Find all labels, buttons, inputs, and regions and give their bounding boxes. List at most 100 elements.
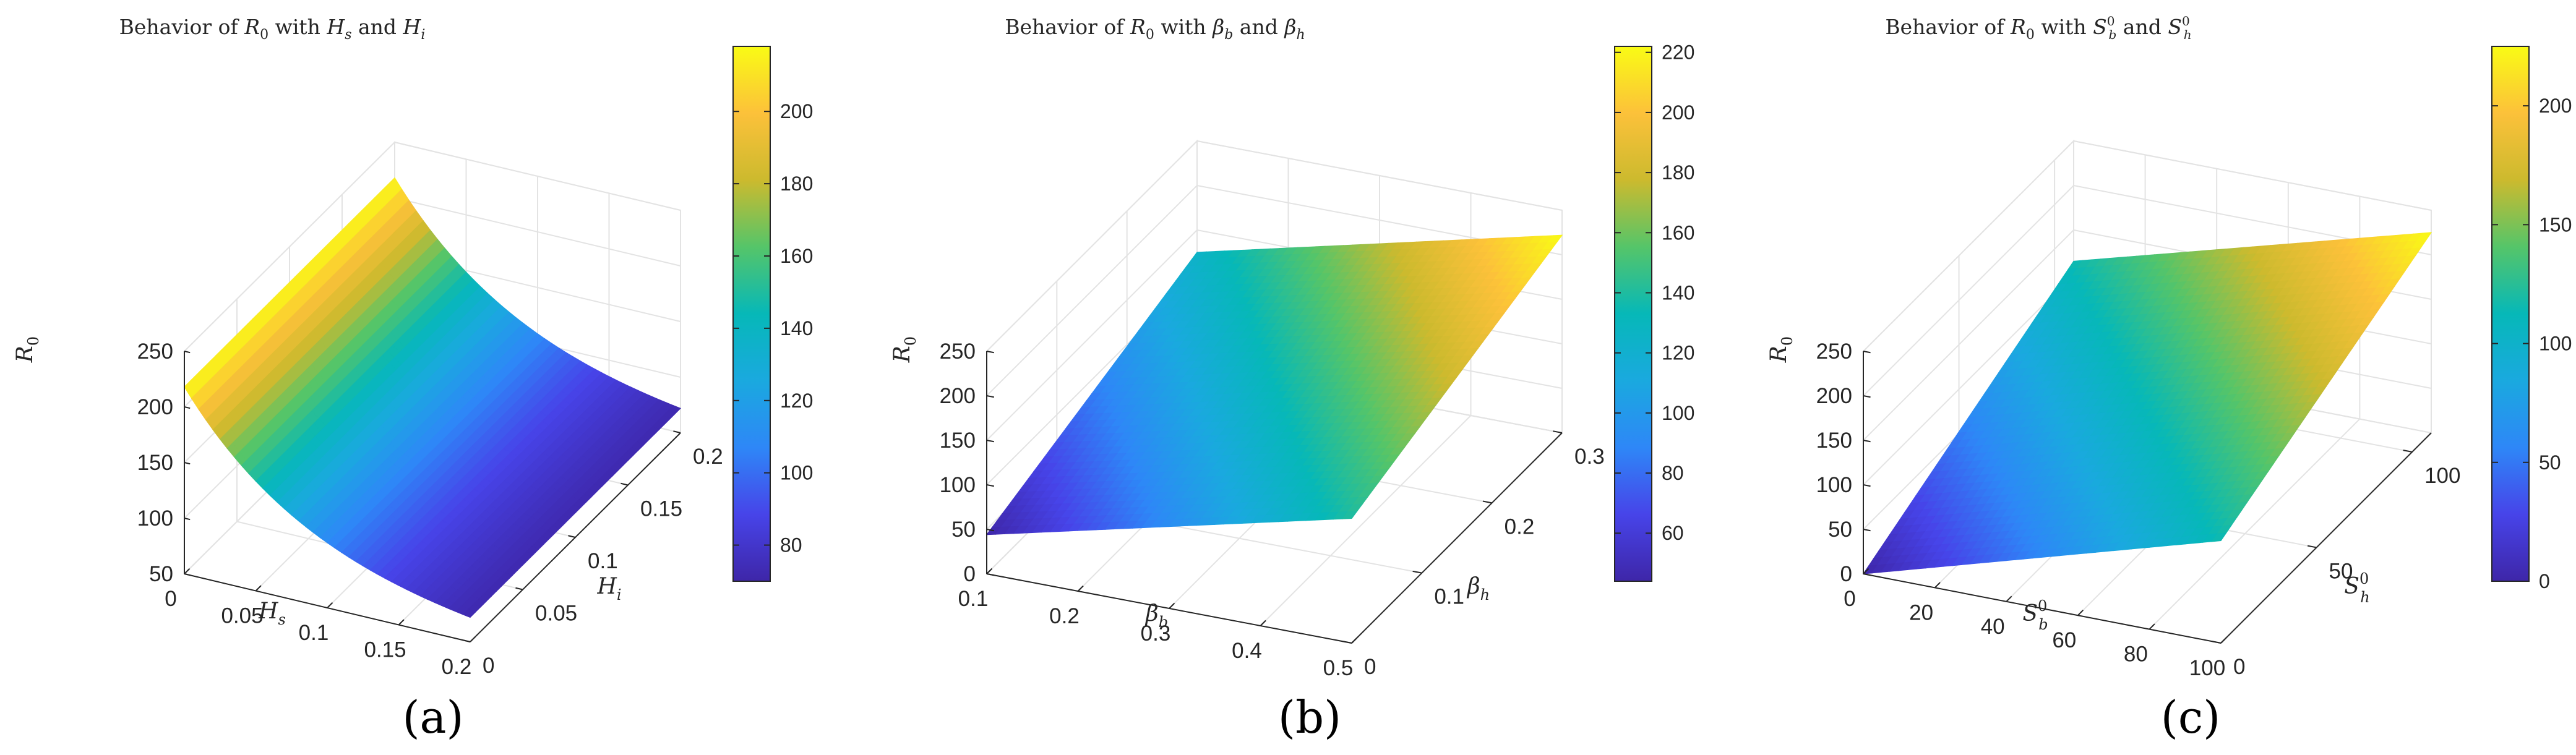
y-axis-label-subscript: h [1480, 586, 1490, 604]
x-tick-label: 80 [2124, 642, 2148, 667]
surface [985, 234, 1563, 535]
colorbar: 60 80 100 120 140 160 180 200 220 [1614, 41, 1694, 582]
title-part: with [268, 15, 327, 39]
y-axis-label-subscript: h [2360, 589, 2369, 606]
x-tick-label: 0.2 [442, 655, 472, 679]
x-axis-label-subscript: b [2038, 616, 2048, 633]
z-axis-label-subscript: 0 [25, 336, 42, 346]
panel-a-chart: 00.050.10.150.2 00.050.10.150.25010015020… [12, 15, 813, 679]
title-part: H [326, 15, 345, 39]
y-axis-label-symbol: S [2344, 574, 2359, 599]
x-axis-label: S0 b [2022, 597, 2048, 633]
y-tick-label: 0.2 [1505, 514, 1535, 539]
colorbar-tick-label: 180 [780, 173, 813, 195]
x-tick-label: 100 [2189, 656, 2225, 680]
z-tick-label: 50 [1828, 518, 1852, 542]
z-tick-label: 150 [940, 429, 976, 453]
title-part: H [403, 15, 422, 39]
y-tick-label: 0.3 [1574, 445, 1605, 469]
y-tick-label: 0 [483, 654, 494, 678]
y-axis-label-symbol: β [1466, 574, 1480, 599]
colorbar-tick-label: 80 [1662, 462, 1684, 484]
colorbar-tick-label: 100 [2539, 333, 2572, 355]
title-part: 0 [2026, 27, 2035, 43]
title-part: and [1233, 15, 1284, 39]
y-tick-label: 100 [2424, 464, 2460, 488]
x-tick-label: 0.05 [221, 604, 263, 628]
surface-cell [462, 608, 476, 618]
x-tick-label: 20 [1909, 600, 1933, 625]
z-axis-label-subscript: 0 [1779, 336, 1796, 346]
title-part: b [1224, 27, 1233, 43]
title-part: and [351, 15, 403, 39]
colorbar-tick-label: 150 [2539, 213, 2572, 236]
x-axis-label: Hs [258, 599, 286, 628]
y-axis-label: βh [1466, 574, 1490, 604]
z-axis-label-subscript: 0 [902, 336, 919, 346]
colorbar-tick-label: 140 [1662, 281, 1694, 304]
colorbar-tick-label: 180 [1662, 161, 1694, 184]
x-axis-label: βb [1144, 601, 1168, 631]
title-part: 0 [2107, 14, 2115, 28]
z-tick-label: 50 [149, 562, 173, 586]
x-axis-label-symbol: S [2022, 601, 2038, 626]
colorbar-gradient [1614, 46, 1652, 582]
title-part: i [421, 27, 425, 43]
panel-label-b: (b) [1278, 691, 1341, 743]
colorbar-tick-label: 200 [780, 100, 813, 122]
colorbar-tick-label: 60 [1662, 522, 1684, 544]
title-part: 0 [2182, 14, 2190, 28]
title-part: s [345, 27, 351, 43]
x-axis-label-symbol: H [258, 599, 278, 624]
z-axis-label-symbol: R [890, 346, 915, 363]
title-part: Behavior of [1005, 15, 1130, 39]
chart-title: Behavior of R0 with Hs and Hi [119, 15, 426, 43]
y-axis-label-subscript: i [617, 586, 622, 604]
colorbar-gradient [732, 46, 771, 582]
colorbar-tick-label: 140 [780, 317, 813, 339]
panel-label-c: (c) [2161, 691, 2221, 743]
chart-title: Behavior of R0 with βb and βh [1005, 15, 1305, 43]
colorbar-tick-label: 220 [1662, 41, 1694, 64]
z-tick-label: 200 [940, 384, 976, 408]
title-part: S [2168, 15, 2182, 39]
colorbar-tick-label: 120 [1662, 342, 1694, 364]
title-part: h [1296, 27, 1305, 43]
z-tick-label: 200 [137, 395, 173, 419]
x-tick-label: 0.2 [1049, 604, 1080, 628]
x-axis-label-subscript: b [1159, 613, 1168, 631]
y-axis-label-symbol: H [596, 574, 617, 599]
z-tick-label: 100 [940, 473, 976, 497]
x-axis-label-subscript: s [278, 611, 286, 628]
z-tick-label: 0 [1840, 562, 1852, 586]
colorbar-tick-label: 160 [780, 245, 813, 267]
z-tick-label: 100 [137, 506, 173, 531]
colorbar-tick-label: 200 [2539, 95, 2572, 117]
surface [1862, 232, 2432, 574]
z-axis-label: R0 [1766, 336, 1796, 363]
x-tick-label: 0.1 [958, 587, 989, 611]
x-tick-label: 60 [2052, 628, 2076, 652]
colorbar-tick-label: 100 [1662, 402, 1694, 424]
title-part: R [2010, 15, 2026, 39]
title-part: h [2184, 27, 2192, 42]
tick-labels: 00.050.10.150.2 00.050.10.150.25010015020… [137, 339, 723, 679]
z-tick-label: 150 [137, 451, 173, 475]
title-part: S [2093, 15, 2107, 39]
z-tick-label: 250 [137, 339, 173, 364]
title-part: 0 [260, 27, 268, 43]
colorbar-tick-label: 50 [2539, 451, 2561, 474]
y-tick-label: 0.05 [535, 602, 577, 626]
title-part: with [2035, 15, 2093, 39]
z-tick-label: 250 [1816, 339, 1852, 364]
x-tick-label: 0.1 [299, 621, 329, 645]
y-tick-label: 0.1 [588, 549, 618, 573]
colorbar-tick-label: 200 [1662, 101, 1694, 124]
y-tick-label: 0.1 [1434, 585, 1464, 609]
colorbar-tick-label: 160 [1662, 221, 1694, 244]
y-tick-label: 0.15 [640, 497, 682, 521]
